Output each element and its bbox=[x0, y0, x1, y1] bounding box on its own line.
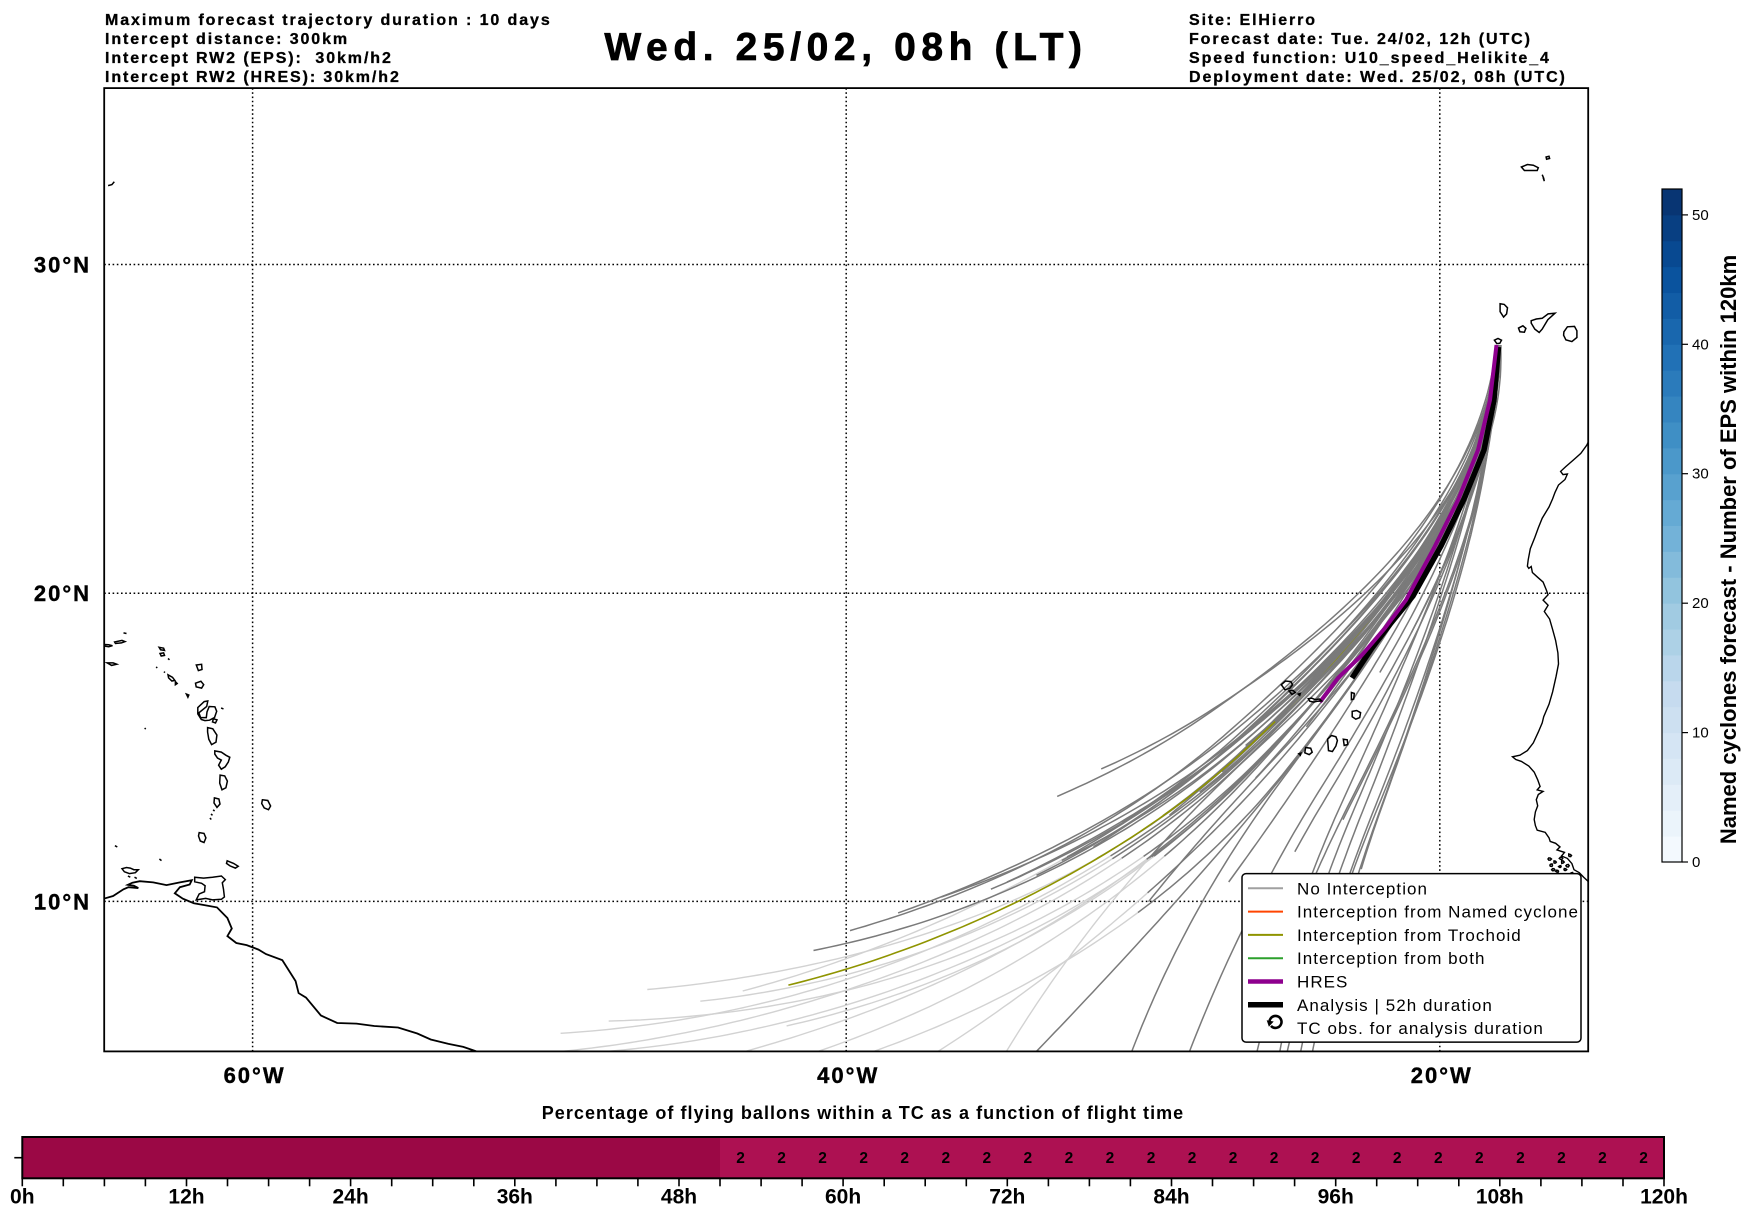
svg-text:2: 2 bbox=[1352, 1150, 1361, 1167]
svg-text:0: 0 bbox=[1692, 854, 1700, 871]
svg-text:2: 2 bbox=[1229, 1150, 1238, 1167]
svg-text:20°N: 20°N bbox=[34, 581, 91, 606]
svg-text:40°W: 40°W bbox=[817, 1063, 879, 1088]
svg-text:Maximum forecast trajectory du: Maximum forecast trajectory duration : 1… bbox=[105, 12, 552, 29]
svg-text:2: 2 bbox=[859, 1150, 868, 1167]
svg-text:2: 2 bbox=[982, 1150, 991, 1167]
svg-text:Analysis | 52h duration: Analysis | 52h duration bbox=[1297, 996, 1493, 1015]
svg-text:2: 2 bbox=[736, 1150, 745, 1167]
svg-text:2: 2 bbox=[1270, 1150, 1279, 1167]
svg-text:Interception from Named cyclon: Interception from Named cyclone bbox=[1297, 903, 1579, 922]
svg-text:2: 2 bbox=[1188, 1150, 1197, 1167]
svg-text:2: 2 bbox=[777, 1150, 786, 1167]
svg-text:Deployment date: Wed. 25/02, 0: Deployment date: Wed. 25/02, 08h (UTC) bbox=[1189, 69, 1567, 86]
svg-text:Interception from both: Interception from both bbox=[1297, 949, 1485, 968]
svg-text:50: 50 bbox=[1692, 207, 1709, 224]
svg-text:24h: 24h bbox=[333, 1186, 369, 1209]
svg-text:2: 2 bbox=[1106, 1150, 1115, 1167]
svg-text:72h: 72h bbox=[989, 1186, 1025, 1209]
svg-text:Wed. 25/02, 08h (LT): Wed. 25/02, 08h (LT) bbox=[604, 26, 1087, 69]
svg-text:2: 2 bbox=[1065, 1150, 1074, 1167]
svg-text:120h: 120h bbox=[1640, 1186, 1688, 1209]
svg-text:2: 2 bbox=[900, 1150, 909, 1167]
svg-text:48h: 48h bbox=[661, 1186, 697, 1209]
svg-text:2: 2 bbox=[1557, 1150, 1566, 1167]
svg-text:108h: 108h bbox=[1476, 1186, 1524, 1209]
svg-text:2: 2 bbox=[818, 1150, 827, 1167]
svg-text:TC obs. for analysis duration: TC obs. for analysis duration bbox=[1297, 1019, 1544, 1038]
svg-text:Intercept RW2 (EPS): 30km/h2: Intercept RW2 (EPS): 30km/h2 bbox=[105, 50, 393, 67]
svg-text:Intercept RW2 (HRES): 30km/h2: Intercept RW2 (HRES): 30km/h2 bbox=[105, 69, 401, 86]
svg-text:30°N: 30°N bbox=[34, 253, 91, 278]
svg-text:No Interception: No Interception bbox=[1297, 879, 1428, 898]
svg-text:0h: 0h bbox=[10, 1186, 35, 1209]
svg-text:2: 2 bbox=[941, 1150, 950, 1167]
svg-text:Site: ElHierro: Site: ElHierro bbox=[1189, 12, 1317, 29]
svg-text:10°N: 10°N bbox=[34, 889, 91, 914]
svg-text:20°W: 20°W bbox=[1411, 1063, 1473, 1088]
svg-text:Forecast date: Tue. 24/02, 12h: Forecast date: Tue. 24/02, 12h (UTC) bbox=[1189, 31, 1532, 48]
svg-text:10: 10 bbox=[1692, 725, 1709, 742]
svg-text:Speed function: U10_speed_Heli: Speed function: U10_speed_Helikite_4 bbox=[1189, 50, 1551, 67]
svg-text:2: 2 bbox=[1639, 1150, 1648, 1167]
svg-text:HRES: HRES bbox=[1297, 973, 1348, 992]
svg-text:Interception from Trochoid: Interception from Trochoid bbox=[1297, 926, 1522, 945]
svg-text:40: 40 bbox=[1692, 336, 1709, 353]
svg-text:12h: 12h bbox=[168, 1186, 204, 1209]
svg-text:60h: 60h bbox=[825, 1186, 861, 1209]
svg-text:60°W: 60°W bbox=[224, 1063, 286, 1088]
svg-text:Named cyclones forecast - Numb: Named cyclones forecast - Number of EPS … bbox=[1716, 255, 1741, 844]
svg-text:2: 2 bbox=[1598, 1150, 1607, 1167]
svg-text:36h: 36h bbox=[497, 1186, 533, 1209]
svg-text:96h: 96h bbox=[1318, 1186, 1354, 1209]
svg-text:2: 2 bbox=[1147, 1150, 1156, 1167]
svg-text:Percentage of flying ballons w: Percentage of flying ballons within a TC… bbox=[542, 1103, 1185, 1123]
svg-text:2: 2 bbox=[1393, 1150, 1402, 1167]
svg-text:20: 20 bbox=[1692, 595, 1709, 612]
svg-text:2: 2 bbox=[1023, 1150, 1032, 1167]
svg-text:84h: 84h bbox=[1153, 1186, 1189, 1209]
svg-text:30: 30 bbox=[1692, 466, 1709, 483]
svg-text:2: 2 bbox=[1475, 1150, 1484, 1167]
svg-text:2: 2 bbox=[1311, 1150, 1320, 1167]
svg-text:2: 2 bbox=[1516, 1150, 1525, 1167]
svg-text:Intercept distance: 300km: Intercept distance: 300km bbox=[105, 31, 349, 48]
svg-text:2: 2 bbox=[1434, 1150, 1443, 1167]
